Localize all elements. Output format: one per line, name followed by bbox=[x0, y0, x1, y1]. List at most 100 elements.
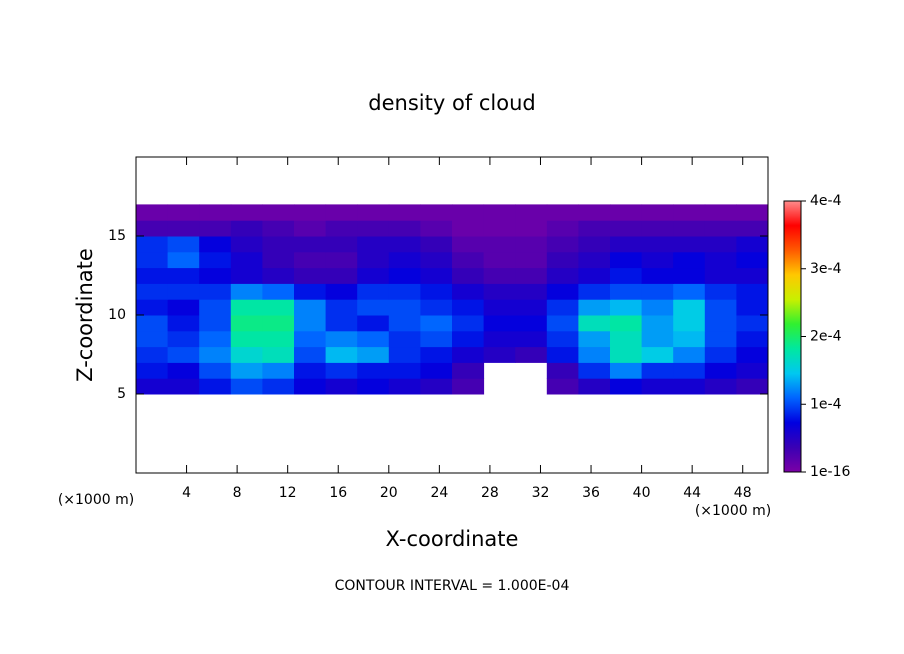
x-tick-label: 32 bbox=[532, 485, 550, 501]
cell bbox=[515, 236, 548, 253]
cell bbox=[357, 346, 390, 363]
x-tick-label: 12 bbox=[279, 485, 297, 501]
cell bbox=[546, 204, 579, 221]
cell bbox=[610, 204, 643, 221]
cell bbox=[420, 378, 453, 395]
cell bbox=[546, 315, 579, 332]
cell bbox=[388, 362, 421, 379]
cell bbox=[136, 299, 169, 316]
cell bbox=[167, 236, 200, 253]
cell bbox=[325, 362, 358, 379]
cell bbox=[736, 283, 769, 300]
cell bbox=[230, 346, 263, 363]
cell bbox=[167, 299, 200, 316]
cell bbox=[230, 315, 263, 332]
colorbar-tick-label: 1e-4 bbox=[810, 396, 842, 412]
cell bbox=[452, 283, 485, 300]
cell bbox=[230, 378, 263, 395]
cell bbox=[199, 346, 232, 363]
cell bbox=[136, 315, 169, 332]
cell bbox=[515, 220, 548, 237]
cell bbox=[704, 283, 737, 300]
cell bbox=[641, 220, 674, 237]
cell bbox=[167, 204, 200, 221]
cell bbox=[515, 330, 548, 348]
chart-title: density of cloud bbox=[368, 91, 535, 115]
cell bbox=[452, 220, 485, 237]
cell bbox=[641, 299, 674, 316]
cell bbox=[420, 236, 453, 253]
cell bbox=[262, 346, 295, 363]
cell bbox=[262, 299, 295, 316]
x-tick-label: 36 bbox=[582, 485, 600, 501]
cell bbox=[388, 251, 421, 269]
cell bbox=[546, 220, 579, 237]
cell bbox=[167, 220, 200, 237]
cell bbox=[357, 283, 390, 300]
cell bbox=[515, 346, 548, 363]
cell bbox=[673, 267, 706, 284]
cell bbox=[704, 299, 737, 316]
cell bbox=[357, 378, 390, 395]
cell bbox=[420, 299, 453, 316]
cell bbox=[199, 378, 232, 395]
cell bbox=[357, 220, 390, 237]
cell bbox=[294, 378, 327, 395]
cell bbox=[610, 346, 643, 363]
cell bbox=[199, 315, 232, 332]
cell bbox=[420, 330, 453, 348]
cell bbox=[167, 346, 200, 363]
cell bbox=[294, 346, 327, 363]
cell bbox=[199, 251, 232, 269]
cell bbox=[483, 204, 516, 221]
cell bbox=[483, 299, 516, 316]
colorbar-tick-label: 2e-4 bbox=[810, 329, 842, 345]
cell bbox=[199, 283, 232, 300]
cell bbox=[483, 315, 516, 332]
cell bbox=[673, 330, 706, 348]
cell bbox=[325, 283, 358, 300]
cell bbox=[230, 267, 263, 284]
cell bbox=[641, 283, 674, 300]
cell bbox=[578, 346, 611, 363]
x-axis-label: X-coordinate bbox=[386, 527, 519, 551]
cell bbox=[578, 267, 611, 284]
cell bbox=[388, 204, 421, 221]
cell bbox=[641, 267, 674, 284]
cell bbox=[136, 267, 169, 284]
cell bbox=[546, 378, 579, 395]
y-unit: (×1000 m) bbox=[58, 492, 134, 508]
x-tick-label: 8 bbox=[233, 485, 242, 501]
cell bbox=[325, 346, 358, 363]
colorbar bbox=[783, 200, 802, 473]
cell bbox=[294, 220, 327, 237]
cell bbox=[262, 236, 295, 253]
cell bbox=[325, 330, 358, 348]
cell bbox=[262, 378, 295, 395]
cell bbox=[452, 346, 485, 363]
cell bbox=[736, 346, 769, 363]
cell bbox=[704, 267, 737, 284]
cell bbox=[610, 251, 643, 269]
cell bbox=[199, 220, 232, 237]
colorbar-tick-label: 3e-4 bbox=[810, 261, 842, 277]
cell bbox=[420, 204, 453, 221]
y-tick-label: 5 bbox=[117, 386, 126, 402]
cell bbox=[136, 378, 169, 395]
cell bbox=[325, 236, 358, 253]
cell bbox=[578, 236, 611, 253]
cell bbox=[736, 267, 769, 284]
cell bbox=[515, 204, 548, 221]
colorbar-tick-label: 1e-16 bbox=[810, 464, 850, 480]
cell bbox=[420, 220, 453, 237]
cell bbox=[704, 362, 737, 379]
cell bbox=[736, 299, 769, 316]
cell bbox=[673, 220, 706, 237]
cell bbox=[578, 330, 611, 348]
x-tick-label: 28 bbox=[481, 485, 499, 501]
cell bbox=[230, 220, 263, 237]
cell bbox=[199, 330, 232, 348]
cell bbox=[388, 299, 421, 316]
cell bbox=[167, 283, 200, 300]
cell bbox=[673, 378, 706, 395]
